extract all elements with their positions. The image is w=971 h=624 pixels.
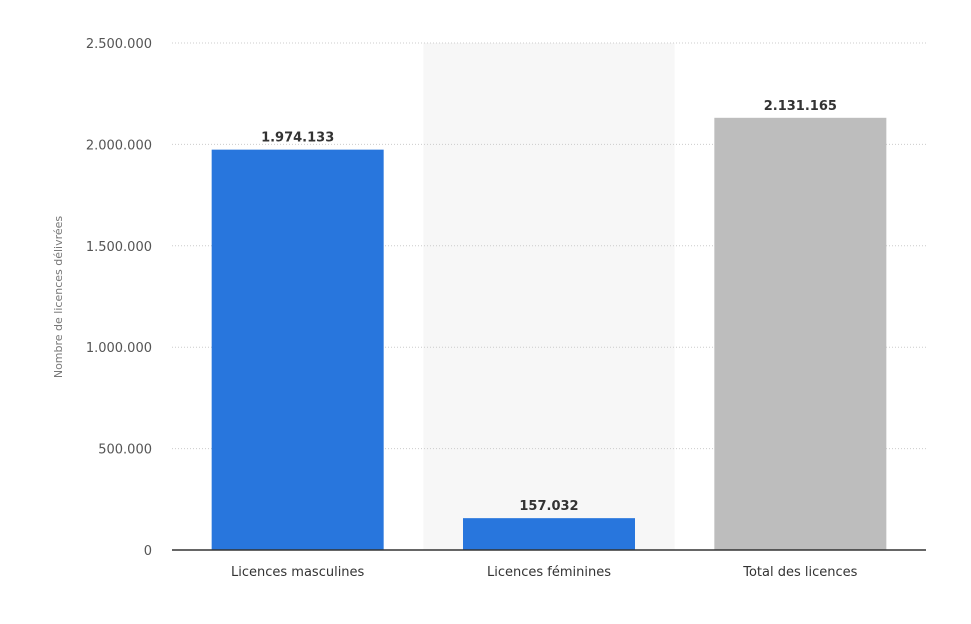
bar-value-label: 2.131.165 (764, 99, 837, 114)
bar (463, 518, 635, 550)
bar (714, 117, 887, 550)
highlight-band (423, 43, 675, 550)
x-category-label: Licences féminines (487, 565, 611, 580)
y-tick-label: 2.000.000 (86, 138, 152, 153)
y-tick-label: 500.000 (98, 443, 152, 458)
bar (211, 149, 384, 551)
x-category-label: Total des licences (742, 565, 857, 580)
x-category-label: Licences masculines (231, 565, 365, 580)
y-tick-label: 1.000.000 (86, 341, 152, 356)
y-axis-title: Nombre de licences délivrées (52, 216, 65, 379)
y-tick-label: 0 (144, 544, 152, 559)
bar-value-label: 1.974.133 (261, 131, 334, 146)
y-tick-label: 1.500.000 (86, 240, 152, 255)
y-tick-label: 2.500.000 (86, 37, 152, 52)
bar-value-label: 157.032 (519, 499, 578, 514)
